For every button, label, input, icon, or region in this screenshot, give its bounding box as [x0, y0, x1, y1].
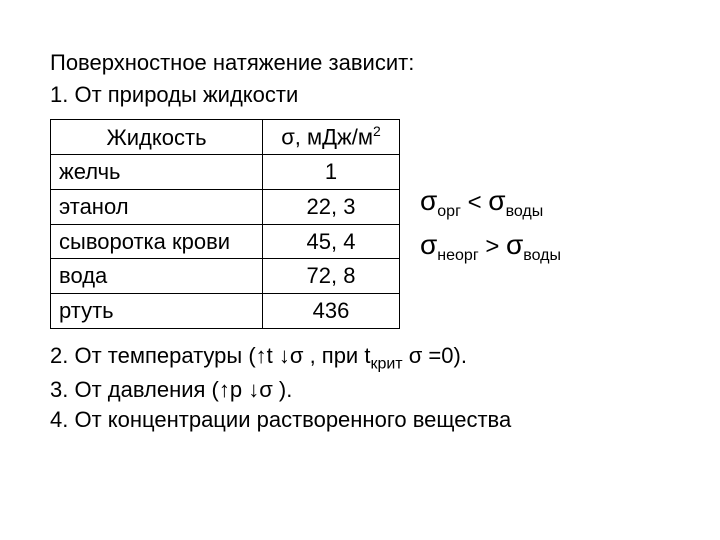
cell-liquid: этанол — [51, 190, 263, 225]
table-row: этанол 22, 3 — [51, 190, 400, 225]
table-row: сыворотка крови 45, 4 — [51, 224, 400, 259]
surface-tension-table: Жидкость σ, мДж/м2 желчь 1 этанол 22, 3 … — [50, 119, 400, 328]
footer-line-2: 2. От температуры (↑t ↓σ , при tкрит σ =… — [50, 341, 670, 375]
cell-value: 22, 3 — [263, 190, 400, 225]
footer-line-3: 3. От давления (↑p ↓σ ). — [50, 375, 670, 405]
cell-liquid: сыворотка крови — [51, 224, 263, 259]
table-row: желчь 1 — [51, 155, 400, 190]
content-row: Жидкость σ, мДж/м2 желчь 1 этанол 22, 3 … — [50, 119, 670, 328]
cell-value: 436 — [263, 294, 400, 329]
cell-liquid: ртуть — [51, 294, 263, 329]
heading-line-1: Поверхностное натяжение зависит: — [50, 48, 670, 78]
footer-block: 2. От температуры (↑t ↓σ , при tкрит σ =… — [50, 341, 670, 434]
cell-value: 72, 8 — [263, 259, 400, 294]
cell-liquid: желчь — [51, 155, 263, 190]
cell-value: 1 — [263, 155, 400, 190]
heading-line-2: 1. От природы жидкости — [50, 80, 670, 110]
inequality-organic: σорг < σводы — [420, 180, 561, 224]
table-row: вода 72, 8 — [51, 259, 400, 294]
table-header-row: Жидкость σ, мДж/м2 — [51, 120, 400, 155]
table-row: ртуть 436 — [51, 294, 400, 329]
inequalities-block: σорг < σводы σнеорг > σводы — [420, 180, 561, 268]
inequality-inorganic: σнеорг > σводы — [420, 224, 561, 268]
cell-value: 45, 4 — [263, 224, 400, 259]
header-sigma: σ, мДж/м2 — [263, 120, 400, 155]
cell-liquid: вода — [51, 259, 263, 294]
header-liquid: Жидкость — [51, 120, 263, 155]
footer-line-4: 4. От концентрации растворенного веществ… — [50, 405, 670, 435]
